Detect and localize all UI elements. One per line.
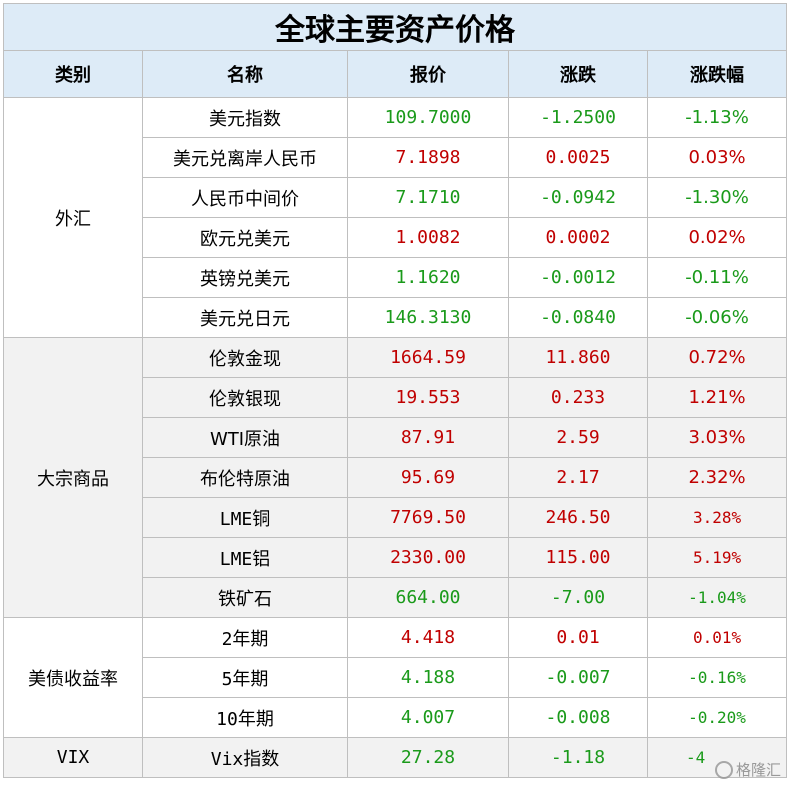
asset-price: 1.1620 — [347, 257, 509, 298]
asset-name: 5年期 — [142, 657, 348, 698]
asset-change: 0.01 — [508, 617, 648, 658]
asset-change-pct: 2.32% — [646, 457, 788, 498]
asset-price: 2330.00 — [347, 537, 509, 578]
table-row: 外汇 美元指数 109.7000 -1.2500 -1.13% — [3, 97, 788, 338]
watermark-logo-icon — [714, 760, 733, 779]
table-row: 5年期 4.188 -0.007 -0.16% — [4, 657, 788, 698]
asset-price: 95.69 — [347, 457, 509, 498]
asset-change: -0.0840 — [508, 297, 648, 338]
table-row: 欧元兑美元 1.0082 0.0002 0.02% — [4, 217, 788, 258]
asset-price-table: 全球主要资产价格 类别 名称 报价 涨跌 涨跌幅 外汇 美元指数 109.700… — [2, 3, 788, 778]
asset-change: -1.18 — [508, 737, 648, 778]
asset-change-pct: -0.06% — [646, 297, 788, 338]
asset-change: 2.59 — [508, 417, 648, 458]
asset-change-pct: -0.11% — [646, 257, 788, 298]
asset-change-pct: -1.30% — [646, 177, 788, 218]
table-row: 布伦特原油 95.69 2.17 2.32% — [4, 457, 788, 498]
table-row: 英镑兑美元 1.1620 -0.0012 -0.11% — [4, 257, 788, 298]
asset-change: -7.00 — [508, 577, 648, 618]
asset-price: 7769.50 — [347, 497, 509, 538]
asset-change-pct: 5.19% — [646, 537, 788, 578]
asset-price: 7.1898 — [347, 137, 509, 178]
asset-price: 7.1710 — [347, 177, 509, 218]
asset-change-pct: -1.04% — [646, 577, 788, 618]
header-row: 类别 名称 报价 涨跌 涨跌幅 — [3, 50, 788, 98]
asset-price: 664.00 — [347, 577, 509, 618]
asset-change: -0.0012 — [508, 257, 648, 298]
asset-change-pct: 3.28% — [646, 497, 788, 538]
asset-price: 1664.59 — [347, 337, 509, 378]
asset-price: 27.28 — [347, 737, 509, 778]
asset-change-pct: 3.03% — [646, 417, 788, 458]
asset-change: 2.17 — [508, 457, 648, 498]
asset-change: 115.00 — [508, 537, 648, 578]
table-row: 人民币中间价 7.1710 -0.0942 -1.30% — [4, 177, 788, 218]
asset-price: 19.553 — [347, 377, 509, 418]
table-row: LME铜 7769.50 246.50 3.28% — [4, 497, 788, 538]
category-vix: VIX — [3, 737, 143, 778]
asset-change: -0.008 — [508, 697, 648, 738]
asset-change-pct: 0.01% — [646, 617, 788, 658]
asset-change: 11.860 — [508, 337, 648, 378]
title-row: 全球主要资产价格 — [2, 3, 788, 51]
category-treasury: 美债收益率 — [3, 617, 143, 738]
asset-price: 109.7000 — [347, 97, 509, 138]
watermark: 格隆汇 — [714, 759, 781, 780]
header-change: 涨跌 — [508, 50, 648, 98]
table-row: LME铝 2330.00 115.00 5.19% — [4, 537, 788, 578]
table-row: 大宗商品 伦敦金现 1664.59 11.860 0.72% — [3, 337, 788, 618]
asset-change: 0.0002 — [508, 217, 648, 258]
asset-change-pct: -0.16% — [646, 657, 788, 698]
asset-price: 4.007 — [347, 697, 509, 738]
table-row: 10年期 4.007 -0.008 -0.20% — [4, 697, 788, 738]
table-row: VIX Vix指数 27.28 -1.18 -4 — [3, 737, 788, 778]
asset-name: 布伦特原油 — [142, 457, 348, 498]
asset-name: WTI原油 — [142, 417, 348, 458]
asset-name: LME铜 — [142, 497, 348, 538]
asset-change: 0.0025 — [508, 137, 648, 178]
asset-name: 欧元兑美元 — [142, 217, 348, 258]
asset-change-pct: -0.20% — [646, 697, 788, 738]
asset-price: 4.418 — [347, 617, 509, 658]
header-change-pct: 涨跌幅 — [646, 50, 788, 98]
asset-change: 246.50 — [508, 497, 648, 538]
asset-price: 146.3130 — [347, 297, 509, 338]
asset-change-pct: 1.21% — [646, 377, 788, 418]
header-name: 名称 — [142, 50, 348, 98]
asset-name: 10年期 — [142, 697, 348, 738]
category-fx: 外汇 — [3, 97, 143, 338]
asset-name: 伦敦金现 — [142, 337, 348, 378]
watermark-text: 格隆汇 — [735, 761, 781, 779]
asset-price: 4.188 — [347, 657, 509, 698]
table-row: 伦敦银现 19.553 0.233 1.21% — [4, 377, 788, 418]
asset-price: 1.0082 — [347, 217, 509, 258]
category-commodities: 大宗商品 — [3, 337, 143, 618]
table-row: WTI原油 87.91 2.59 3.03% — [4, 417, 788, 458]
asset-change-pct: 0.02% — [646, 217, 788, 258]
table-row: 美债收益率 2年期 4.418 0.01 0.01% — [3, 617, 788, 738]
asset-change: -1.2500 — [508, 97, 648, 138]
table-title: 全球主要资产价格 — [2, 3, 788, 51]
asset-name: 美元指数 — [142, 97, 348, 138]
asset-change: 0.233 — [508, 377, 648, 418]
asset-name: 铁矿石 — [142, 577, 348, 618]
asset-name: 英镑兑美元 — [142, 257, 348, 298]
header-price: 报价 — [347, 50, 509, 98]
asset-name: LME铝 — [142, 537, 348, 578]
asset-name: 美元兑日元 — [142, 297, 348, 338]
asset-name: 美元兑离岸人民币 — [142, 137, 348, 178]
asset-change: -0.0942 — [508, 177, 648, 218]
asset-name: 人民币中间价 — [142, 177, 348, 218]
asset-change: -0.007 — [508, 657, 648, 698]
asset-change-pct: -1.13% — [646, 97, 788, 138]
asset-price: 87.91 — [347, 417, 509, 458]
asset-name: 2年期 — [142, 617, 348, 658]
asset-change-pct: 0.03% — [646, 137, 788, 178]
header-category: 类别 — [3, 50, 143, 98]
asset-name: 伦敦银现 — [142, 377, 348, 418]
table-row: 美元兑离岸人民币 7.1898 0.0025 0.03% — [4, 137, 788, 178]
asset-name: Vix指数 — [142, 737, 348, 778]
asset-change-pct: 0.72% — [646, 337, 788, 378]
